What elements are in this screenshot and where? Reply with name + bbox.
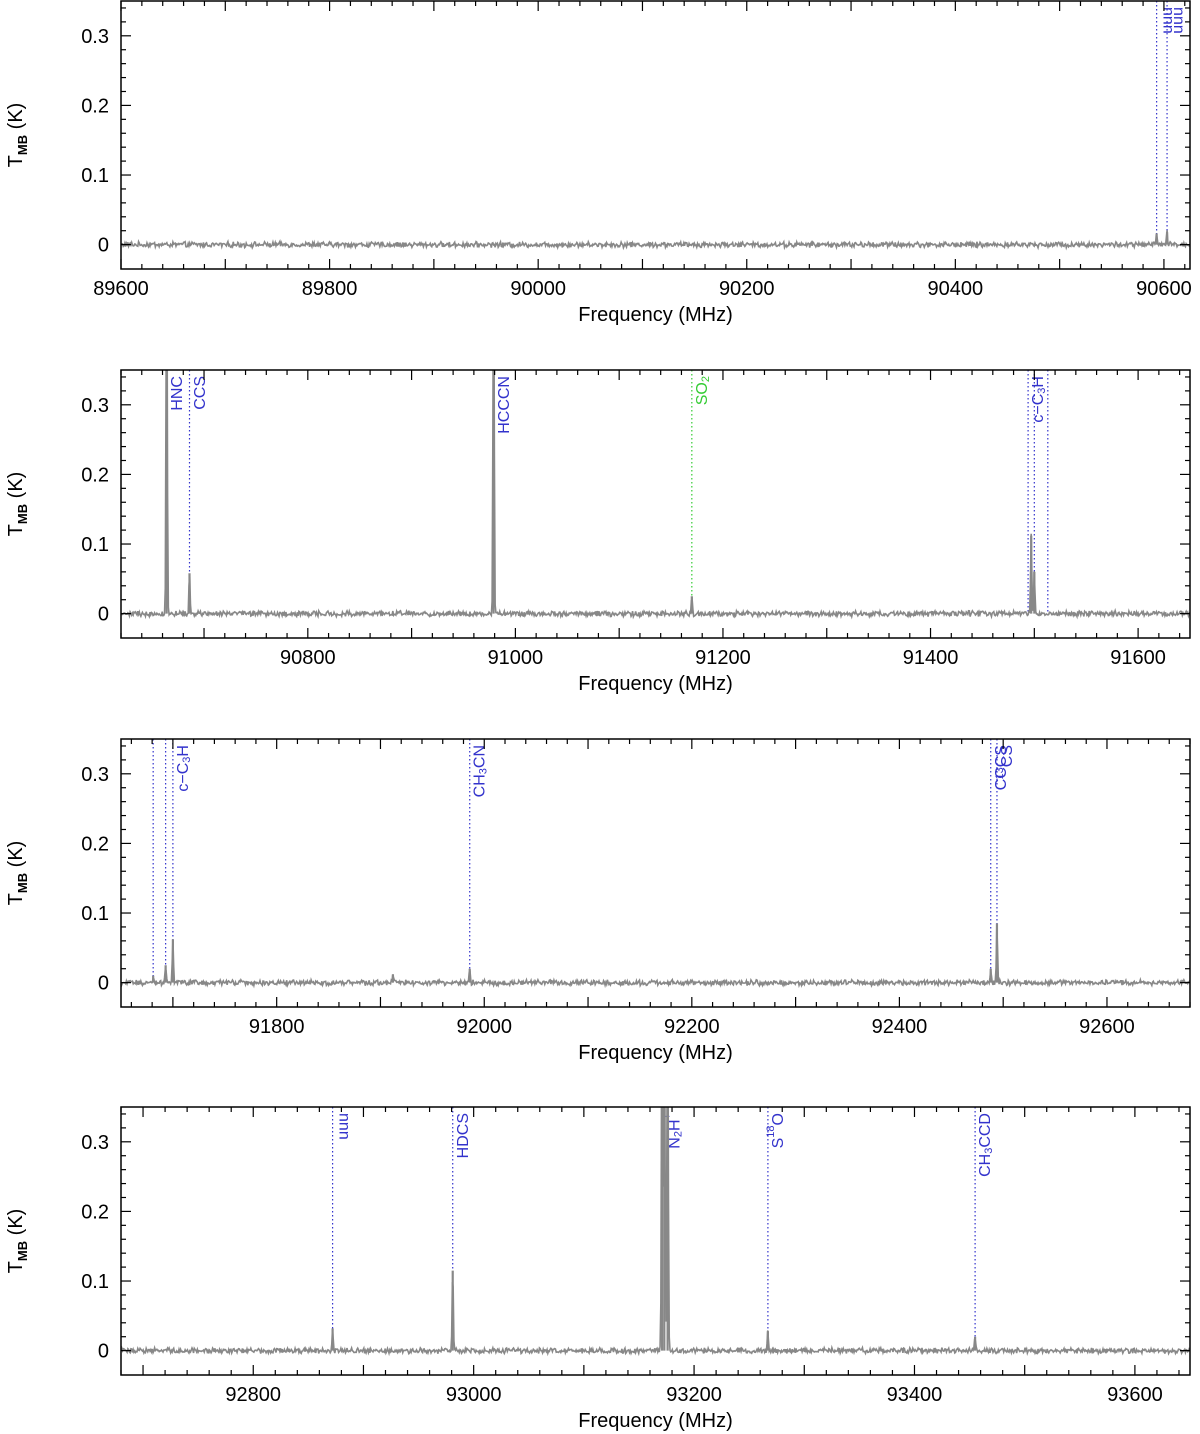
y-tick-label: 0.3	[81, 1132, 109, 1154]
x-tick-label: 92800	[225, 1384, 281, 1406]
line-label: HNC	[169, 376, 186, 411]
plot-frame	[120, 0, 1191, 270]
line-label: c−C3H	[1030, 376, 1048, 423]
y-tick-label: 0.2	[81, 464, 109, 486]
y-tick-label: 0.2	[81, 1201, 109, 1223]
x-tick-label: 90600	[1136, 278, 1192, 300]
y-tick-label: 0.1	[81, 165, 109, 187]
y-tick-label: 0	[98, 235, 109, 257]
x-tick-label: 92200	[664, 1016, 720, 1038]
panel-4: uuuHDCSN2H+S18OCH3CCD00.10.20.3928009300…	[5, 1106, 1191, 1432]
x-tick-label: 91600	[1110, 647, 1166, 669]
plot-frame	[120, 738, 1191, 1008]
x-tick-label: 93400	[887, 1384, 943, 1406]
line-label: CH3CCD	[978, 1113, 996, 1177]
plot-frame	[120, 1106, 1191, 1376]
x-tick-label: 91800	[249, 1016, 305, 1038]
x-tick-label: 92400	[872, 1016, 928, 1038]
y-tick-label: 0.3	[81, 395, 109, 417]
y-tick-label: 0.1	[81, 1271, 109, 1293]
spectrum-series	[121, 925, 1190, 989]
y-tick-label: 0.1	[81, 534, 109, 556]
x-tick-label: 91200	[695, 647, 751, 669]
x-tick-label: 93000	[446, 1384, 502, 1406]
line-label: 13CS	[994, 745, 1016, 779]
y-tick-label: 0	[98, 973, 109, 995]
y-axis-label: TMB (K)	[5, 472, 30, 537]
y-tick-label: 0.3	[81, 764, 109, 786]
x-axis-label: Frequency (MHz)	[578, 1410, 732, 1432]
y-tick-label: 0.2	[81, 833, 109, 855]
x-tick-label: 93600	[1107, 1384, 1163, 1406]
line-label: CCS	[192, 376, 209, 410]
line-label: S18O	[765, 1113, 787, 1148]
y-tick-label: 0.3	[81, 26, 109, 48]
x-tick-label: 90400	[928, 278, 984, 300]
line-label: HDCS	[455, 1113, 472, 1158]
x-tick-label: 89800	[302, 278, 358, 300]
y-tick-label: 0	[98, 604, 109, 626]
line-label: uuu	[1169, 7, 1186, 34]
line-label: CH3CN	[472, 745, 490, 797]
y-axis-label: TMB (K)	[5, 841, 30, 906]
y-axis-label: TMB (K)	[5, 103, 30, 168]
spectrum-series	[121, 370, 1190, 620]
x-tick-label: 90000	[510, 278, 566, 300]
line-label: c−C3H	[175, 745, 193, 792]
line-label: uuu	[335, 1113, 352, 1140]
x-tick-label: 89600	[93, 278, 149, 300]
spectrum-series	[121, 1107, 1190, 1357]
panel-2: HNC CCS HCCCN SO2 c−C3H 0 0.1 0.2 0.3 90800 91000 9…	[5, 369, 1191, 695]
x-tick-label: 91400	[903, 647, 959, 669]
x-tick-label: 92600	[1079, 1016, 1135, 1038]
x-axis-label: Frequency (MHz)	[578, 1042, 732, 1064]
line-label: HCCCN	[496, 376, 513, 434]
line-label: SO2	[694, 376, 712, 405]
spectrum-series	[121, 230, 1190, 251]
x-tick-label: 90800	[280, 647, 336, 669]
y-tick-label: 0.2	[81, 95, 109, 117]
x-tick-label: 93200	[666, 1384, 722, 1406]
x-tick-label: 90200	[719, 278, 775, 300]
x-tick-label: 92000	[456, 1016, 512, 1038]
y-tick-label: 0	[98, 1341, 109, 1363]
x-axis-label: Frequency (MHz)	[578, 304, 732, 326]
y-tick-label: 0.1	[81, 903, 109, 925]
plot-frame	[120, 369, 1191, 639]
x-axis-label: Frequency (MHz)	[578, 673, 732, 695]
x-tick-label: 91000	[488, 647, 544, 669]
y-axis-label: TMB (K)	[5, 1209, 30, 1274]
line-label: uuu	[1159, 7, 1176, 34]
